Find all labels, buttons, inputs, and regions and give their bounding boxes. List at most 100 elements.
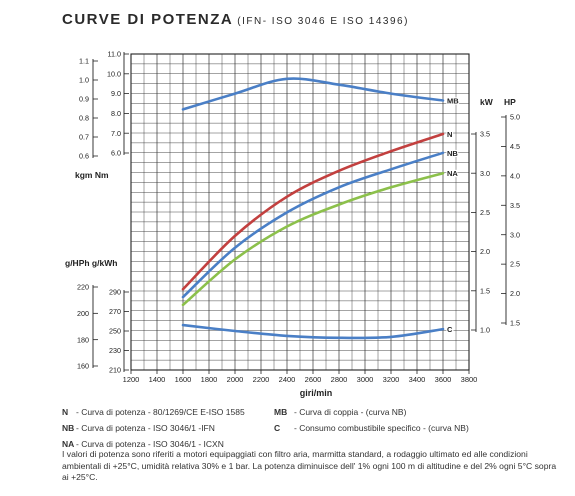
x-tick-label: 1200 xyxy=(123,375,140,384)
nm-scale-tick-label: 6.0 xyxy=(111,149,121,158)
x-tick-label: 1800 xyxy=(201,375,218,384)
data-point-na xyxy=(338,203,340,206)
page-title: CURVE DI POTENZA (IFN- ISO 3046 E ISO 143… xyxy=(62,11,409,28)
nm-scale-tick-label: 7.0 xyxy=(111,129,121,138)
nm-scale-tick-label: 10.0 xyxy=(107,69,121,78)
data-point-nb xyxy=(286,211,288,214)
consumption-axis-label: g/HPh g/kWh xyxy=(65,258,117,268)
kgm-scale-tick-label: 1.1 xyxy=(79,57,89,66)
data-point-c xyxy=(234,330,236,332)
hp-scale-tick-label: 2.5 xyxy=(510,260,520,269)
kgm-scale-tick-label: 1.0 xyxy=(79,76,89,85)
x-tick-label: 1600 xyxy=(175,375,192,384)
gkwh-scale-tick-label: 290 xyxy=(109,288,121,297)
data-point-c xyxy=(442,328,444,330)
kgm-scale-tick-label: 0.9 xyxy=(79,95,89,104)
data-point-c xyxy=(286,334,288,337)
x-tick-label: 3600 xyxy=(435,375,452,384)
ghph-scale-tick-label: 180 xyxy=(77,335,89,344)
legend-na: NA - Curva di potenza - ISO 3046/1 - ICXN xyxy=(62,439,224,449)
series-line-c xyxy=(181,323,445,340)
footnote: I valori di potenza sono riferiti a moto… xyxy=(62,449,557,483)
legend-mb-text: - Curva di coppia - (curva NB) xyxy=(294,407,407,417)
hp-scale-tick-label: 2.0 xyxy=(510,289,520,298)
legend-n: N - Curva di potenza - 80/1269/CE E-ISO 1… xyxy=(62,407,245,417)
series-label-c: C xyxy=(447,325,453,334)
nm-scale-tick-label: 9.0 xyxy=(111,89,121,98)
series-line-n xyxy=(181,132,445,291)
ghph-scale-tick-label: 160 xyxy=(77,362,89,371)
x-axis-label: giri/min xyxy=(300,388,333,398)
data-point-n xyxy=(234,235,236,237)
gkwh-scale-tick-label: 250 xyxy=(109,327,121,336)
series-line-na xyxy=(181,171,445,307)
legend-nb-text: - Curva di potenza - ISO 3046/1 -IFN xyxy=(76,423,215,433)
legend-c-key: C xyxy=(274,423,281,433)
kgm-scale-tick-label: 0.6 xyxy=(79,152,89,161)
data-point-mb xyxy=(182,108,184,111)
hp-scale-tick-label: 5.0 xyxy=(510,113,520,122)
hp-scale-tick-label: 3.5 xyxy=(510,201,520,210)
kw-scale-tick-label: 3.5 xyxy=(480,130,490,139)
legend-na-text: - Curva di potenza - ISO 3046/1 - ICXN xyxy=(76,439,224,449)
series-label-nb: NB xyxy=(447,149,458,158)
kw-scale-tick-label: 2.5 xyxy=(480,208,490,217)
x-tick-label: 2400 xyxy=(279,375,296,384)
data-point-n xyxy=(182,288,184,291)
gkwh-scale-tick-label: 270 xyxy=(109,307,121,316)
legend-na-key: NA xyxy=(62,439,75,449)
data-point-nb xyxy=(390,168,392,171)
x-tick-label: 2200 xyxy=(253,375,270,384)
legend-nb-key: NB xyxy=(62,423,75,433)
series-line-mb xyxy=(181,77,445,111)
kw-scale-tick-label: 3.0 xyxy=(480,169,490,178)
kgm-scale-tick-label: 0.7 xyxy=(79,133,89,142)
gkwh-scale-tick-label: 210 xyxy=(109,366,121,375)
hp-scale-tick-label: 4.5 xyxy=(510,142,520,151)
data-point-mb xyxy=(390,92,392,95)
data-point-mb xyxy=(286,77,288,80)
legend-n-text: - Curva di potenza - 80/1269/CE E-ISO 15… xyxy=(76,407,245,417)
data-point-na xyxy=(286,225,288,228)
legend-mb-key: MB xyxy=(274,407,288,417)
x-tick-label: 2600 xyxy=(305,375,322,384)
ghph-scale-tick-label: 220 xyxy=(77,283,89,292)
kgm-scale-tick-label: 0.8 xyxy=(79,114,89,123)
x-tick-label: 3400 xyxy=(409,375,426,384)
data-point-mb xyxy=(234,92,236,95)
kw-scale-tick-label: 1.0 xyxy=(480,326,490,335)
torque-axis-label: kgm Nm xyxy=(75,170,109,180)
data-point-nb xyxy=(338,186,340,189)
x-tick-label: 1400 xyxy=(149,375,166,384)
hp-scale-tick-label: 3.0 xyxy=(510,230,520,239)
data-point-nb xyxy=(234,246,236,249)
power-curve-chart: 1200 1400 1600 1800 2000 2200 2400 2600 2800 3000… xyxy=(65,50,520,398)
data-point-c xyxy=(390,335,392,338)
kw-scale-tick-label: 1.5 xyxy=(480,286,490,295)
legend-c-text: - Consumo combustibile specifico - (curv… xyxy=(294,423,469,433)
gkwh-scale-tick-label: 230 xyxy=(109,346,121,355)
x-tick-label: 3200 xyxy=(383,375,400,384)
data-point-na xyxy=(182,304,184,306)
data-point-na xyxy=(390,186,392,189)
series-label-mb: MB xyxy=(447,97,459,106)
hp-scale-tick-label: 4.0 xyxy=(510,171,520,180)
series-label-n: N xyxy=(447,130,452,139)
x-tick-label: 3800 xyxy=(461,375,478,384)
title-text: CURVE DI POTENZA xyxy=(62,11,234,28)
legend-mb: MB - Curva di coppia - (curva NB) xyxy=(274,407,406,417)
data-point-nb xyxy=(182,296,184,298)
data-point-n xyxy=(338,169,340,172)
ghph-scale-tick-label: 200 xyxy=(77,309,89,318)
legend-c: C - Consumo combustibile specifico - (cur… xyxy=(274,423,469,433)
page-subtitle: (IFN- ISO 3046 E ISO 14396) xyxy=(237,16,409,27)
x-tick-label: 2000 xyxy=(227,375,244,384)
data-point-n xyxy=(442,133,444,135)
hp-axis-label: HP xyxy=(504,97,516,107)
x-tick-label: 3000 xyxy=(357,375,374,384)
nm-scale-tick-label: 8.0 xyxy=(111,109,121,118)
data-point-c xyxy=(338,336,340,339)
data-point-na xyxy=(234,258,236,261)
legend-nb: NB - Curva di potenza - ISO 3046/1 -IFN xyxy=(62,423,215,433)
kw-axis-label: kW xyxy=(480,97,494,107)
